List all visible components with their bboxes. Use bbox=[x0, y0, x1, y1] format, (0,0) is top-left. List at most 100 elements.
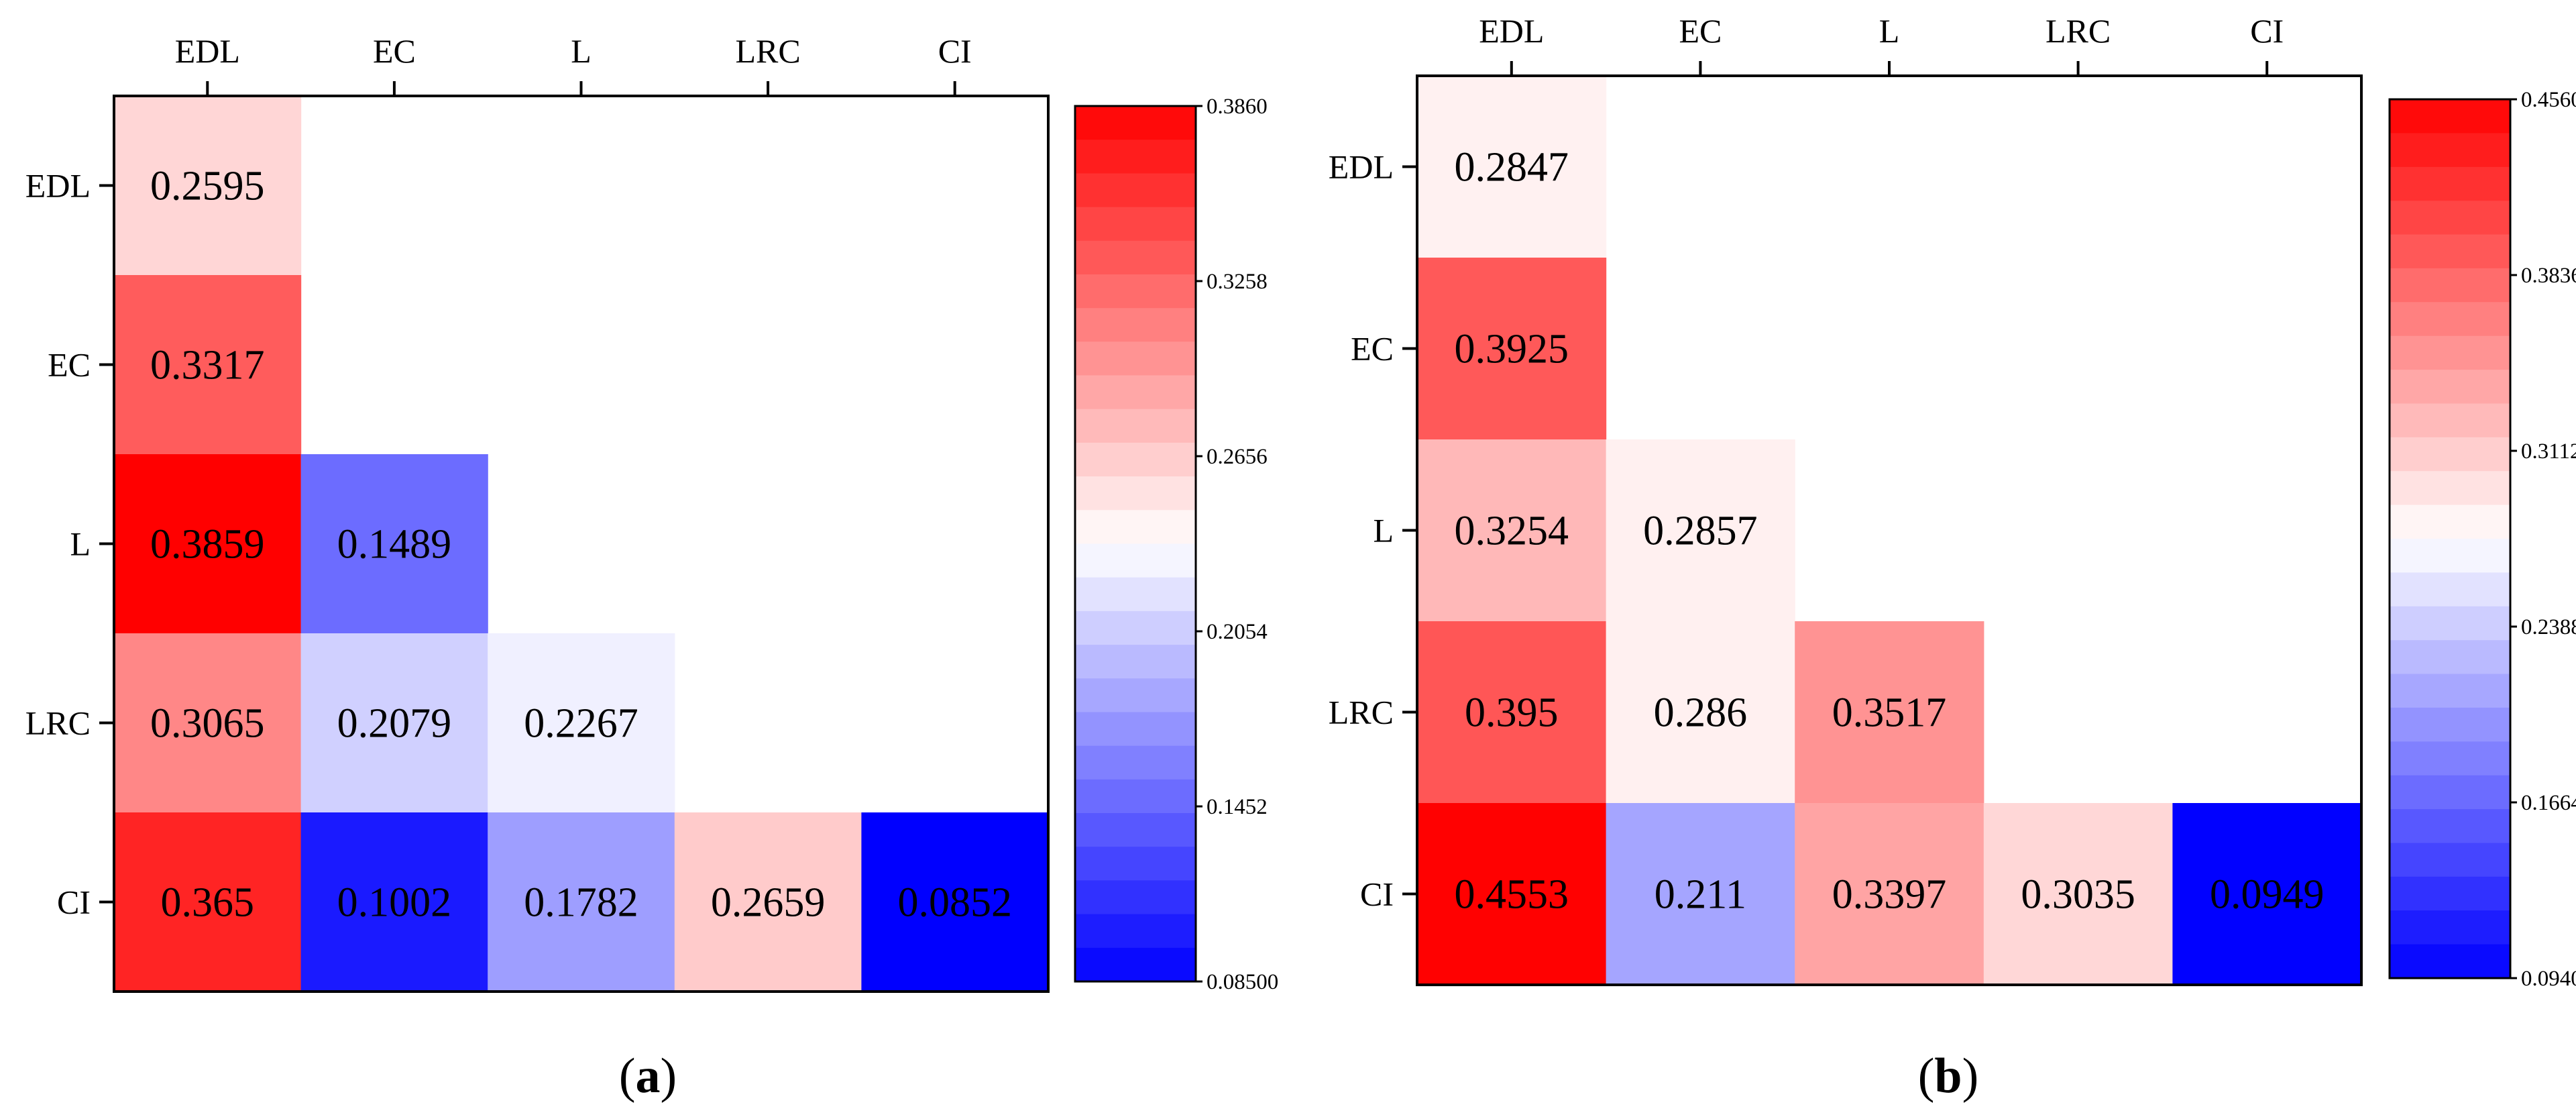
colorbar-segment bbox=[1075, 106, 1196, 140]
colorbar-segment bbox=[2390, 944, 2510, 979]
colorbar-segment bbox=[2390, 674, 2510, 708]
colorbar-segment bbox=[2390, 201, 2510, 235]
colorbar-segment bbox=[2390, 471, 2510, 506]
y-tick-label-ec: EC bbox=[1351, 330, 1394, 368]
y-tick-label-ci: CI bbox=[1360, 875, 1394, 913]
cell-value-label: 0.3254 bbox=[1455, 509, 1569, 554]
colorbar-tick-label: 0.2656 bbox=[1207, 445, 1268, 469]
colorbar-segment bbox=[2390, 775, 2510, 810]
colorbar-tick-label: 0.4560 bbox=[2521, 88, 2576, 112]
colorbar-segment bbox=[1075, 409, 1196, 443]
colorbar-segment bbox=[2390, 99, 2510, 134]
heatmap-cell-ci-ci bbox=[2172, 803, 2362, 986]
colorbar-segment bbox=[2390, 504, 2510, 539]
x-tick-label-lrc: LRC bbox=[2046, 12, 2111, 50]
panel-letter: b bbox=[1934, 1049, 1962, 1104]
cell-value-label: 0.1489 bbox=[337, 522, 452, 568]
heatmap-cell-lrc-l bbox=[488, 633, 675, 813]
colorbar-segment bbox=[2390, 809, 2510, 844]
colorbar-segment bbox=[1075, 813, 1196, 847]
cell-value-label: 0.1782 bbox=[524, 880, 638, 926]
cell-value-label: 0.2847 bbox=[1455, 145, 1569, 191]
colorbar-segment bbox=[1075, 442, 1196, 477]
colorbar-segment bbox=[1075, 712, 1196, 747]
colorbar-segment bbox=[2390, 133, 2510, 168]
colorbar-segment bbox=[1075, 375, 1196, 410]
colorbar-segment bbox=[1075, 947, 1196, 982]
x-tick-label-ec: EC bbox=[1679, 12, 1722, 50]
colorbar-segment bbox=[1075, 140, 1196, 174]
panel-letter: a bbox=[636, 1049, 661, 1104]
cell-value-label: 0.2267 bbox=[524, 701, 638, 747]
colorbar-tick-label: 0.3860 bbox=[1207, 95, 1268, 119]
colorbar-segment bbox=[2390, 843, 2510, 877]
colorbar-segment bbox=[2390, 876, 2510, 911]
cell-value-label: 0.3397 bbox=[1832, 872, 1947, 918]
colorbar-segment bbox=[2390, 572, 2510, 607]
colorbar-segment bbox=[1075, 645, 1196, 679]
heatmap-cell-lrc-edl bbox=[1417, 621, 1607, 804]
colorbar-tick-label: 0.08500 bbox=[1207, 970, 1278, 994]
heatmap-cell-l-edl bbox=[1417, 439, 1607, 622]
colorbar-segment bbox=[1075, 577, 1196, 612]
heatmap-cell-edl-edl bbox=[1417, 76, 1607, 258]
heatmap-cell-lrc-ec bbox=[300, 633, 488, 813]
colorbar-segment bbox=[1075, 274, 1196, 309]
heatmap-cell-ec-edl bbox=[1417, 258, 1607, 440]
colorbar-segment bbox=[2390, 268, 2510, 303]
y-tick-label-l: L bbox=[70, 525, 91, 563]
x-tick-label-ci: CI bbox=[938, 32, 972, 70]
y-tick-label-lrc: LRC bbox=[25, 704, 91, 742]
colorbar-segment bbox=[2390, 302, 2510, 337]
colorbar-segment bbox=[2390, 539, 2510, 573]
x-tick-label-ci: CI bbox=[2250, 12, 2284, 50]
x-tick-label-lrc: LRC bbox=[735, 32, 800, 70]
heatmap-cell-ci-lrc bbox=[1983, 803, 2173, 986]
panel-label: (a) bbox=[619, 1049, 677, 1104]
colorbar-segment bbox=[1075, 847, 1196, 881]
cell-value-label: 0.365 bbox=[161, 880, 255, 926]
heatmap-cell-ci-lrc bbox=[674, 812, 862, 992]
heatmap-panel-b: 0.2847 0.3925 0.3254 0.2857 0.395 0.286 0.3517… bbox=[1329, 12, 2576, 1104]
colorbar-segment bbox=[1075, 543, 1196, 578]
colorbar-segment bbox=[2390, 335, 2510, 370]
heatmap-cell-ci-edl bbox=[114, 812, 302, 992]
colorbar-segment bbox=[1075, 476, 1196, 511]
heatmap-cell-ci-ec bbox=[300, 812, 488, 992]
colorbar-frame bbox=[2388, 98, 2512, 979]
colorbar-segment bbox=[1075, 510, 1196, 545]
colorbar-segment bbox=[2390, 640, 2510, 675]
x-tick-label-edl: EDL bbox=[175, 32, 240, 70]
colorbar-segment bbox=[1075, 207, 1196, 242]
cell-value-label: 0.2595 bbox=[150, 164, 265, 209]
colorbar-segment bbox=[1075, 173, 1196, 208]
colorbar-tick-label: 0.3258 bbox=[1207, 270, 1268, 294]
colorbar-segment bbox=[2390, 370, 2510, 405]
y-tick-label-edl: EDL bbox=[1329, 148, 1394, 186]
cell-value-label: 0.3925 bbox=[1455, 327, 1569, 372]
heatmap-cell-lrc-l bbox=[1795, 621, 1984, 804]
colorbar-segment bbox=[1075, 341, 1196, 376]
y-tick-label-l: L bbox=[1373, 512, 1394, 549]
x-tick-label-edl: EDL bbox=[1479, 12, 1544, 50]
cell-value-label: 0.4553 bbox=[1455, 872, 1569, 918]
colorbar-segment bbox=[2390, 403, 2510, 438]
colorbar-tick-label: 0.1664 bbox=[2521, 791, 2576, 815]
colorbar-segment bbox=[1075, 678, 1196, 713]
cell-value-label: 0.395 bbox=[1465, 690, 1559, 736]
y-tick-label-edl: EDL bbox=[25, 167, 91, 205]
heatmap-panel-a: 0.2595 0.3317 0.3859 0.1489 0.3065 0.2079 0.22… bbox=[25, 32, 1279, 1104]
y-tick-label-lrc: LRC bbox=[1329, 694, 1394, 731]
heatmap-cell-ec-edl bbox=[114, 275, 302, 455]
x-tick-label-l: L bbox=[571, 32, 592, 70]
cell-value-label: 0.1002 bbox=[337, 880, 452, 926]
colorbar-tick-label: 0.09400 bbox=[2521, 967, 2576, 991]
colorbar-segment bbox=[1075, 308, 1196, 342]
colorbar-frame bbox=[1074, 105, 1197, 983]
x-tick-label-l: L bbox=[1879, 12, 1900, 50]
heatmap-cell-ci-edl bbox=[1417, 803, 1607, 986]
heatmap-cell-lrc-edl bbox=[114, 633, 302, 813]
colorbar-segment bbox=[2390, 741, 2510, 776]
colorbar-segment bbox=[1075, 779, 1196, 814]
